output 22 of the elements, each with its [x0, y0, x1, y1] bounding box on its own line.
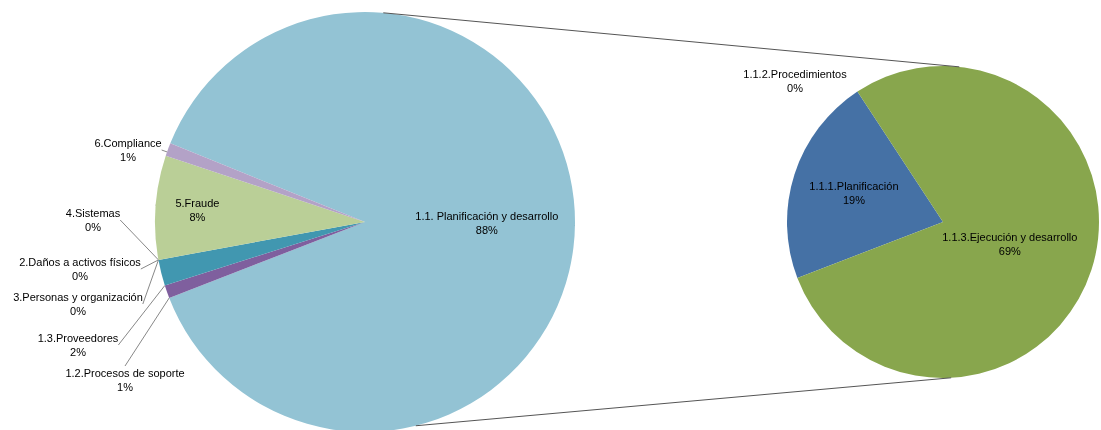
data-label: 88% [475, 223, 499, 236]
slice-label: 1.2.Procesos de soporte [65, 367, 185, 379]
text: 0% [85, 221, 101, 233]
data-label: 19% [842, 194, 866, 207]
data-label: 1% [117, 381, 134, 393]
data-label: 69% [998, 244, 1022, 257]
category-label: 4.Sistemas [65, 207, 121, 219]
legend-label: 2.Daños a activos físicos [19, 256, 142, 268]
data-label: 8% [189, 211, 206, 224]
slice-label: 5.Fraude [175, 197, 220, 210]
text: 0% [70, 305, 86, 317]
slice-label: 1.1.1.Planificación [809, 180, 899, 193]
slice-label: 1.3.Proveedores [37, 332, 119, 344]
slice-label: 1.1. Planificación y desarrollo [415, 209, 559, 222]
category-label: 3.Personas y organización [13, 291, 143, 303]
data-label: 1% [120, 151, 137, 163]
slice-label: 6.Compliance [94, 137, 162, 149]
category-label: 1.1.2.Procedimientos [743, 68, 847, 80]
slice-label: 1.1.3.Ejecución y desarrollo [942, 230, 1078, 243]
text: 0% [72, 270, 88, 282]
text: 0% [787, 82, 803, 94]
data-label: 2% [70, 346, 87, 358]
